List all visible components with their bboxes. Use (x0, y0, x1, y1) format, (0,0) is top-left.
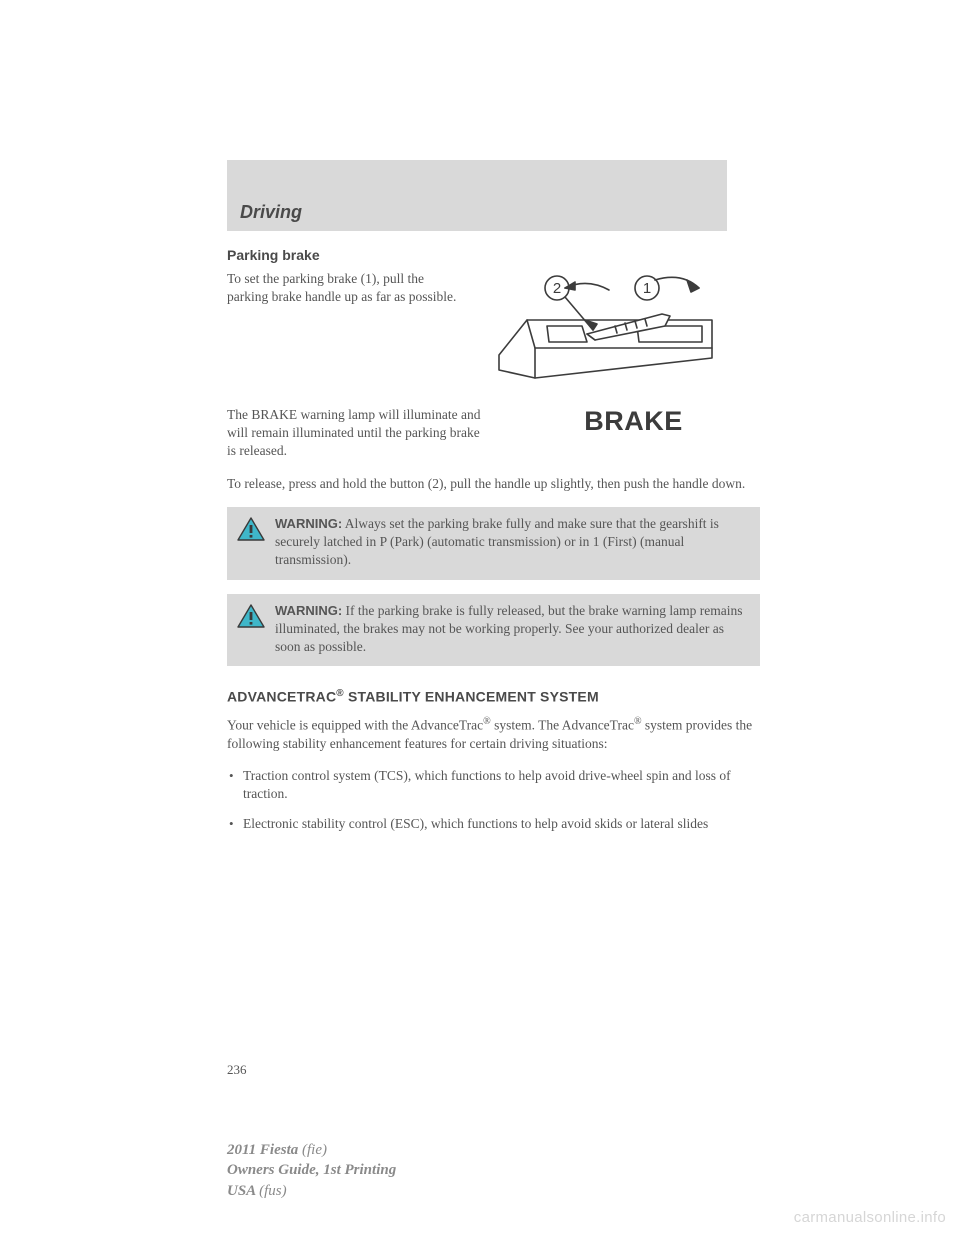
advancetrac-title-pre: ADVANCETRAC (227, 689, 336, 705)
warning-1-label: WARNING: (275, 516, 342, 531)
parking-brake-illustration: 2 1 (487, 270, 760, 390)
footer-model: 2011 Fiesta (227, 1142, 302, 1158)
advancetrac-intro: Your vehicle is equipped with the Advanc… (227, 715, 760, 753)
parking-brake-p3: To release, press and hold the button (2… (227, 475, 760, 493)
advancetrac-bullet-list: Traction control system (TCS), which fun… (227, 767, 760, 834)
parking-brake-row-1: To set the parking brake (1), pull the p… (227, 270, 760, 390)
callout-1: 1 (643, 280, 651, 297)
footer-region-code: (fus) (259, 1183, 287, 1199)
list-item: Traction control system (TCS), which fun… (227, 767, 760, 803)
chapter-title: Driving (240, 202, 727, 223)
warning-1-body: Always set the parking brake fully and m… (275, 516, 719, 567)
footer: 2011 Fiesta (fie) Owners Guide, 1st Prin… (227, 1140, 396, 1201)
parking-brake-row-2: The BRAKE warning lamp will illuminate a… (227, 406, 760, 461)
registered-symbol: ® (336, 688, 344, 699)
watermark: carmanualsonline.info (794, 1209, 946, 1226)
advancetrac-title-post: STABILITY ENHANCEMENT SYSTEM (344, 689, 599, 705)
advancetrac-intro-mid: system. The AdvanceTrac (491, 717, 634, 732)
advancetrac-heading: ADVANCETRAC® STABILITY ENHANCEMENT SYSTE… (227, 688, 760, 705)
warning-box-1: WARNING: Always set the parking brake fu… (227, 507, 760, 580)
brake-lamp-word: BRAKE (584, 406, 683, 437)
footer-model-code: (fie) (302, 1142, 327, 1158)
warning-2-text: WARNING: If the parking brake is fully r… (275, 602, 750, 657)
warning-2-body: If the parking brake is fully released, … (275, 603, 743, 654)
parking-brake-p2: The BRAKE warning lamp will illuminate a… (227, 406, 487, 461)
parking-brake-heading: Parking brake (227, 247, 760, 263)
warning-icon (237, 604, 265, 633)
parking-brake-p1: To set the parking brake (1), pull the p… (227, 270, 467, 306)
warning-2-label: WARNING: (275, 603, 342, 618)
footer-region: USA (227, 1183, 259, 1199)
page-number: 236 (227, 1062, 247, 1078)
footer-guide: Owners Guide, 1st Printing (227, 1160, 396, 1180)
warning-box-2: WARNING: If the parking brake is fully r… (227, 594, 760, 667)
warning-1-text: WARNING: Always set the parking brake fu… (275, 515, 750, 570)
callout-2: 2 (553, 280, 561, 297)
registered-symbol: ® (634, 716, 642, 727)
advancetrac-intro-pre: Your vehicle is equipped with the Advanc… (227, 717, 483, 732)
registered-symbol: ® (483, 716, 491, 727)
list-item: Electronic stability control (ESC), whic… (227, 815, 760, 833)
chapter-header: Driving (227, 160, 727, 231)
warning-icon (237, 517, 265, 546)
